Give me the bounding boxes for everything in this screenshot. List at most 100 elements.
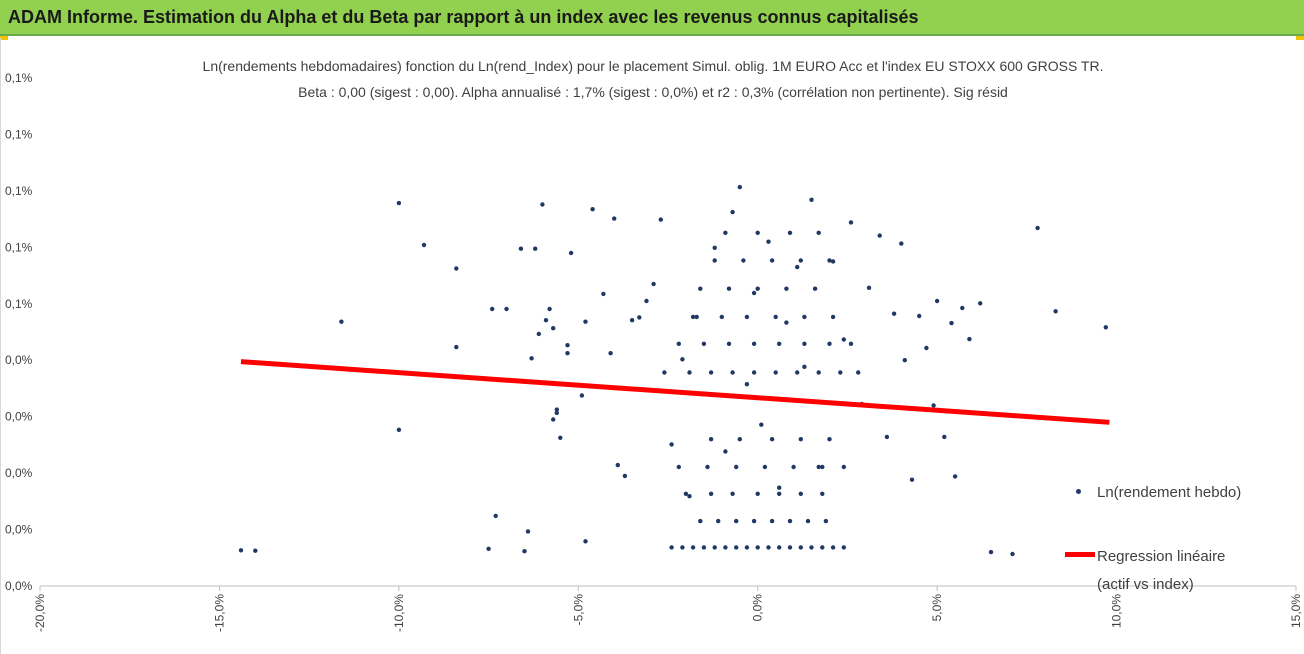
data-point xyxy=(809,197,814,202)
data-point xyxy=(841,337,846,342)
data-point xyxy=(716,518,721,524)
data-point xyxy=(723,545,728,550)
data-point xyxy=(734,464,739,470)
data-point xyxy=(805,518,811,524)
data-point xyxy=(952,474,958,479)
data-point xyxy=(802,341,807,346)
data-point xyxy=(543,318,549,323)
data-point xyxy=(798,491,803,496)
data-point xyxy=(669,545,674,550)
x-tick-label: 10,0% xyxy=(1110,594,1124,628)
data-point xyxy=(891,311,897,316)
banner-title: ADAM Informe. Estimation du Alpha et du … xyxy=(8,7,919,27)
x-tick-label: 15,0% xyxy=(1289,594,1303,628)
data-point xyxy=(812,286,818,291)
data-point xyxy=(669,442,674,447)
data-point xyxy=(1035,225,1040,231)
data-point xyxy=(708,370,714,375)
data-point xyxy=(931,403,936,408)
data-point xyxy=(396,200,402,206)
data-point xyxy=(486,546,491,551)
data-point xyxy=(841,464,846,470)
data-point xyxy=(558,435,563,440)
data-point xyxy=(759,422,764,427)
data-point xyxy=(719,314,724,320)
y-tick-label: 0,1% xyxy=(5,184,33,198)
data-point xyxy=(396,427,402,432)
data-point xyxy=(712,258,717,263)
data-point xyxy=(730,491,735,496)
data-point xyxy=(723,230,728,235)
data-point xyxy=(658,217,663,222)
data-point xyxy=(730,370,735,375)
data-point xyxy=(734,518,739,524)
data-point xyxy=(551,417,556,422)
data-point xyxy=(493,513,498,519)
data-point xyxy=(490,306,495,312)
data-point xyxy=(741,258,746,263)
data-point xyxy=(568,250,574,256)
data-point xyxy=(622,473,628,479)
data-point xyxy=(454,266,459,271)
data-point xyxy=(798,545,803,550)
legend-scatter-marker xyxy=(1076,489,1081,494)
data-point xyxy=(816,370,821,375)
data-point xyxy=(723,449,728,454)
data-point xyxy=(967,336,972,342)
data-point xyxy=(644,298,649,304)
data-point xyxy=(579,393,585,398)
data-point xyxy=(777,491,782,496)
data-point xyxy=(540,202,545,207)
data-point xyxy=(690,314,696,320)
y-tick-label: 0,0% xyxy=(5,466,33,480)
data-point xyxy=(730,209,735,215)
data-point xyxy=(755,545,760,550)
y-tick-label: 0,0% xyxy=(5,410,33,424)
data-point xyxy=(554,410,559,416)
data-point xyxy=(533,246,538,251)
data-point xyxy=(547,306,552,312)
x-tick-label: -5,0% xyxy=(571,594,585,626)
data-point xyxy=(708,437,714,442)
data-point xyxy=(712,545,717,550)
legend-line-marker xyxy=(1065,552,1095,557)
legend-line-label: Regression linéaire xyxy=(1097,548,1226,565)
data-point xyxy=(942,434,947,440)
data-point xyxy=(784,320,789,325)
y-tick-label: 0,1% xyxy=(5,297,33,311)
data-point xyxy=(565,351,570,356)
data-point xyxy=(737,437,742,442)
data-point xyxy=(787,230,793,235)
data-point xyxy=(751,341,757,346)
data-point xyxy=(877,233,882,238)
chart-subtitle: Beta : 0,00 (sigest : 0,00). Alpha annua… xyxy=(298,84,1008,100)
data-point xyxy=(773,370,778,375)
x-tick-label: -20,0% xyxy=(33,594,47,632)
data-point xyxy=(662,370,667,375)
data-point xyxy=(802,314,807,320)
data-point xyxy=(766,545,771,550)
data-point xyxy=(902,358,907,363)
data-point xyxy=(694,314,699,320)
data-point xyxy=(798,258,803,263)
data-point xyxy=(608,351,613,356)
data-point xyxy=(755,230,760,235)
data-point xyxy=(777,545,782,550)
data-point xyxy=(884,434,890,440)
legend-line-label-continued: (actif vs index) xyxy=(1097,576,1194,593)
data-point xyxy=(830,545,836,550)
data-point xyxy=(917,313,922,319)
data-point xyxy=(525,529,531,534)
data-point xyxy=(339,319,344,324)
data-point xyxy=(518,246,524,251)
data-point xyxy=(827,258,832,263)
data-point xyxy=(698,518,703,524)
chart-area: Ln(rendements hebdomadaires) fonction du… xyxy=(0,38,1304,654)
data-point xyxy=(755,286,760,291)
data-point xyxy=(823,518,829,524)
y-tick-label: 0,0% xyxy=(5,353,33,367)
data-point xyxy=(676,341,681,346)
data-point xyxy=(769,437,775,442)
data-point xyxy=(238,548,244,553)
data-point xyxy=(708,491,714,496)
